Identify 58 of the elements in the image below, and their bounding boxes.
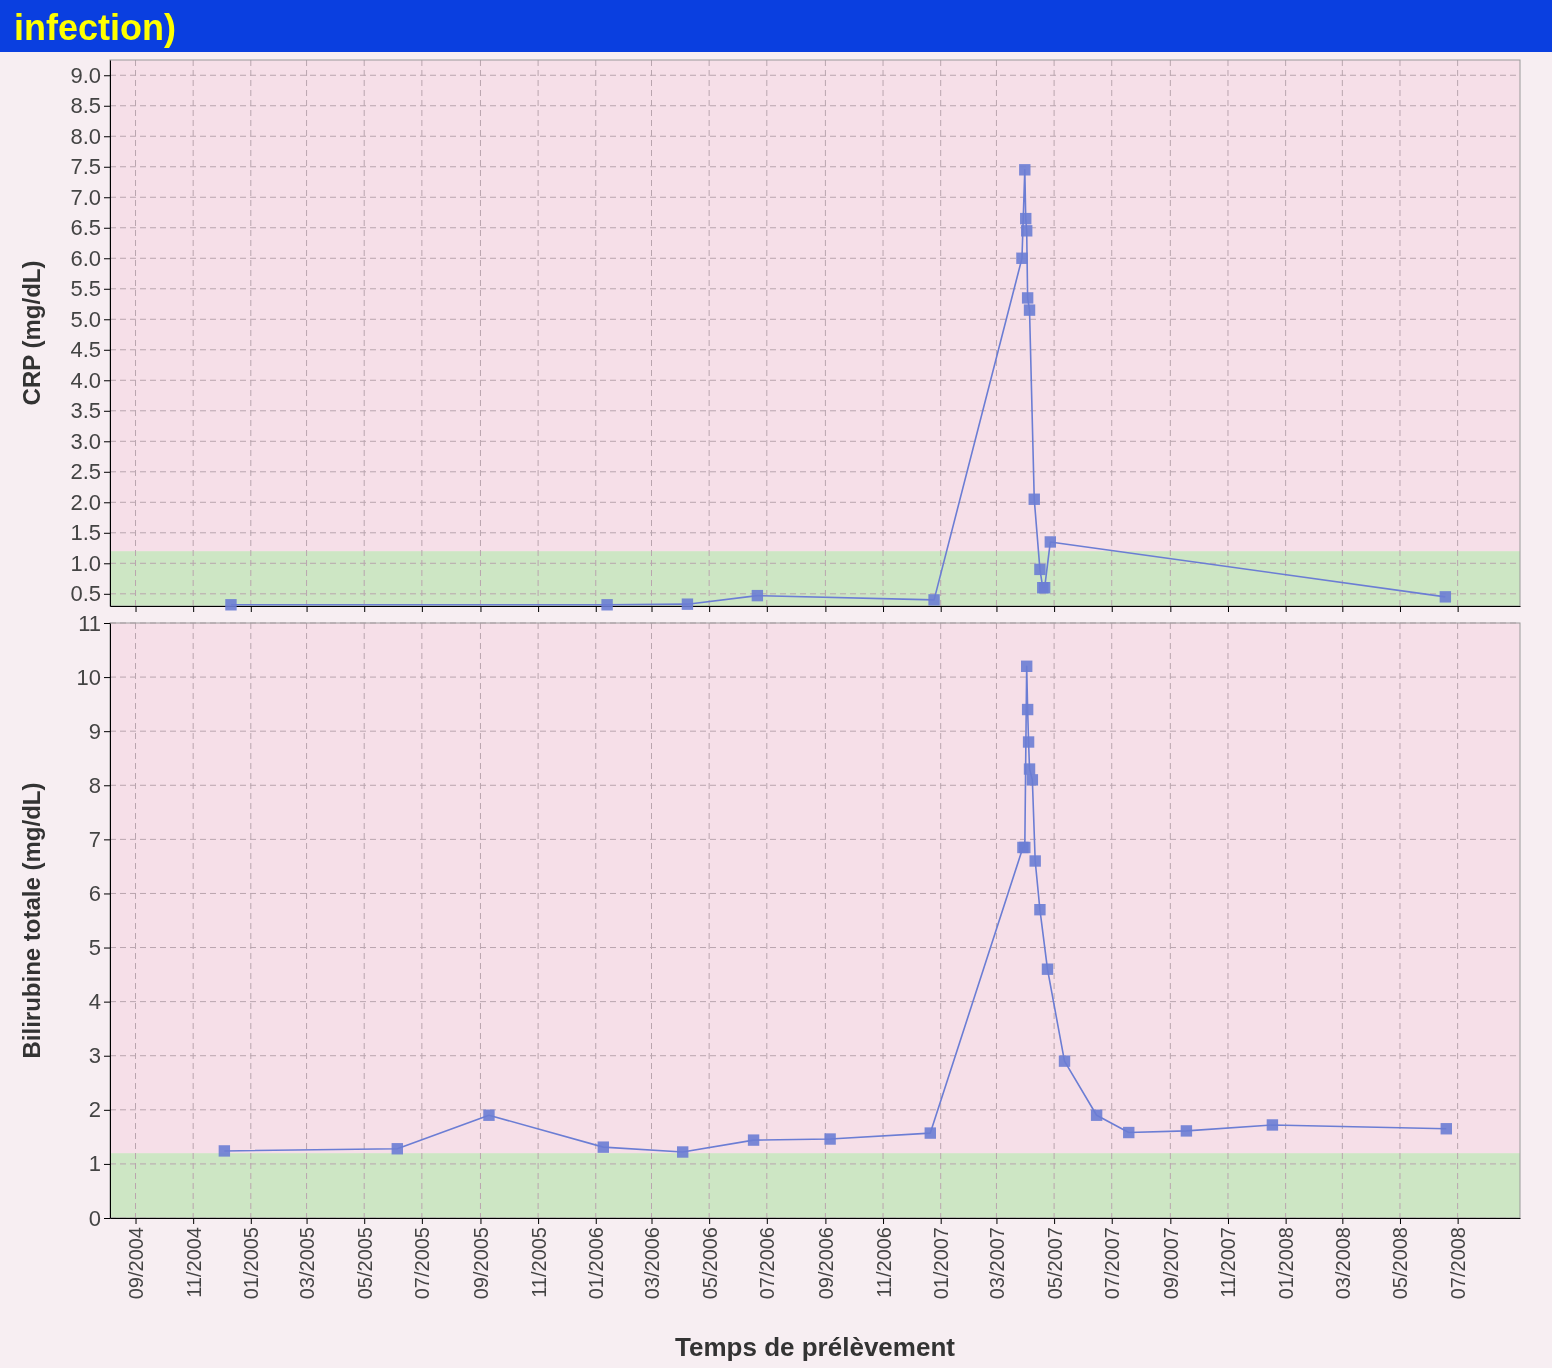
- y-tick-label: 8: [88, 772, 101, 798]
- x-tick-label: 07/2008: [1447, 1227, 1470, 1300]
- x-axis-title: Temps de prélèvement: [675, 1332, 956, 1362]
- y-tick-label: 3.0: [70, 428, 101, 454]
- x-tick-label: 05/2008: [1389, 1227, 1412, 1300]
- x-tick-label: 01/2005: [240, 1227, 263, 1300]
- y-tick-label: 6.0: [70, 245, 101, 271]
- x-tick-label: 01/2007: [930, 1227, 953, 1300]
- x-tick-label: 07/2006: [756, 1227, 779, 1300]
- y-tick-label: 11: [78, 610, 101, 636]
- y-tick-label: 5.0: [70, 306, 101, 332]
- x-tick-label: 09/2005: [469, 1227, 492, 1300]
- y-axis-title: Bilirubine totale (mg/dL): [18, 782, 45, 1059]
- x-tick-label: 01/2006: [585, 1227, 608, 1300]
- x-tick-label: 03/2008: [1331, 1227, 1354, 1300]
- x-tick-label: 03/2006: [641, 1227, 664, 1300]
- y-tick-label: 3: [88, 1043, 101, 1069]
- x-tick-label: 11/2007: [1217, 1227, 1240, 1298]
- x-tick-label: 09/2007: [1159, 1227, 1182, 1300]
- y-tick-label: 7.5: [70, 154, 101, 180]
- x-tick-label: 11/2006: [872, 1227, 895, 1298]
- x-tick-label: 11/2004: [182, 1227, 205, 1298]
- x-tick-label: 09/2006: [814, 1227, 837, 1300]
- y-tick-label: 9.0: [70, 62, 101, 88]
- y-tick-label: 3.5: [70, 398, 101, 424]
- chart-title: infection): [14, 7, 176, 48]
- y-tick-label: 6.5: [70, 215, 101, 241]
- y-tick-label: 7: [88, 826, 101, 852]
- y-tick-label: 8.0: [70, 123, 101, 149]
- y-tick-label: 0: [88, 1205, 101, 1231]
- y-tick-label: 10: [76, 664, 101, 690]
- y-tick-label: 7.0: [70, 184, 101, 210]
- y-tick-label: 4.0: [70, 367, 101, 393]
- y-axis-title: CRP (mg/dL): [18, 260, 45, 406]
- x-tick-label: 05/2005: [353, 1227, 376, 1300]
- x-tick-label: 05/2007: [1043, 1227, 1066, 1300]
- y-tick-label: 4: [88, 989, 101, 1015]
- y-tick-label: 4.5: [70, 337, 101, 363]
- y-tick-label: 5.5: [70, 276, 101, 302]
- y-tick-label: 2.0: [70, 489, 101, 515]
- y-tick-label: 5: [88, 935, 101, 961]
- y-tick-label: 2.5: [70, 459, 101, 485]
- x-tick-label: 03/2007: [985, 1227, 1008, 1300]
- x-tick-label: 11/2005: [527, 1227, 550, 1298]
- y-tick-label: 2: [88, 1097, 101, 1123]
- y-tick-label: 1: [88, 1151, 101, 1177]
- y-tick-label: 9: [88, 718, 101, 744]
- x-tick-label: 07/2007: [1101, 1227, 1124, 1300]
- y-tick-label: 8.5: [70, 93, 101, 119]
- y-tick-label: 6: [88, 880, 101, 906]
- y-tick-label: 1.0: [70, 550, 101, 576]
- x-tick-label: 03/2005: [296, 1227, 319, 1300]
- x-tick-label: 05/2006: [698, 1227, 721, 1300]
- y-tick-label: 0.5: [70, 581, 101, 607]
- y-tick-label: 1.5: [70, 520, 101, 546]
- x-tick-label: 01/2008: [1275, 1227, 1298, 1300]
- x-tick-label: 09/2004: [125, 1227, 148, 1300]
- x-tick-label: 07/2005: [411, 1227, 434, 1300]
